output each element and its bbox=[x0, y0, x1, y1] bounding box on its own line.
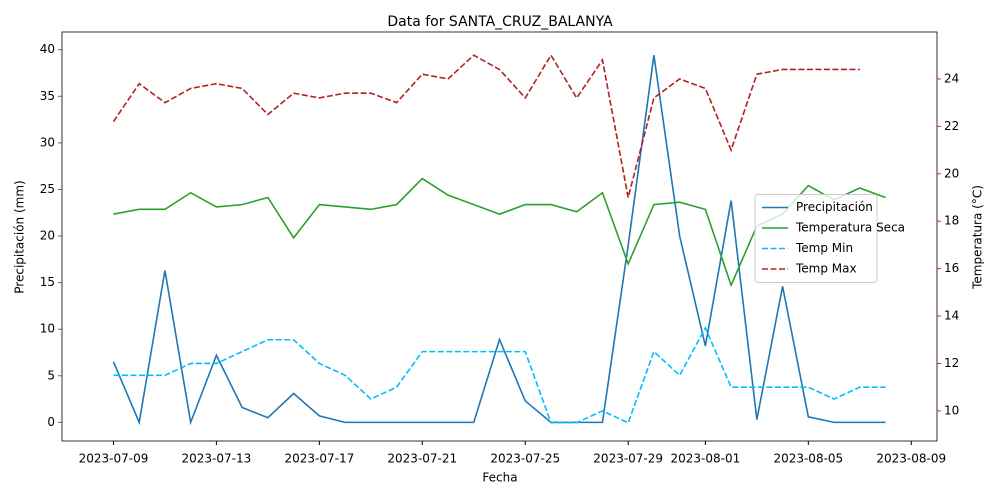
x-tick-label: 2023-07-21 bbox=[387, 452, 457, 466]
y2-axis-label: Temperatura (°C) bbox=[971, 185, 985, 290]
y-tick-label: 35 bbox=[40, 89, 55, 103]
y2-tick-label: 16 bbox=[944, 261, 959, 275]
y-tick-label: 30 bbox=[40, 135, 55, 149]
y-tick-label: 0 bbox=[47, 415, 55, 429]
x-axis-label: Fecha bbox=[482, 471, 517, 485]
x-tick-label: 2023-08-05 bbox=[773, 452, 843, 466]
y2-tick-label: 10 bbox=[944, 403, 959, 417]
y2-tick-label: 14 bbox=[944, 309, 959, 323]
legend-label: Temperatura Seca bbox=[795, 221, 905, 235]
y-tick-label: 5 bbox=[47, 368, 55, 382]
y2-tick-label: 22 bbox=[944, 119, 959, 133]
x-tick-label: 2023-07-13 bbox=[182, 452, 252, 466]
x-tick-label: 2023-07-17 bbox=[284, 452, 354, 466]
legend: Precipitación Temperatura Seca Temp Min Tem… bbox=[754, 194, 905, 283]
x-tick-label: 2023-07-25 bbox=[490, 452, 560, 466]
y2-tick-label: 12 bbox=[944, 356, 959, 370]
y2-tick-label: 24 bbox=[944, 71, 959, 85]
x-tick-label: 2023-08-01 bbox=[671, 452, 741, 466]
y-tick-label: 15 bbox=[40, 275, 55, 289]
y2-tick-label: 20 bbox=[944, 166, 959, 180]
y-axis-label: Precipitación (mm) bbox=[13, 180, 27, 293]
x-tick-label: 2023-08-09 bbox=[876, 452, 946, 466]
x-tick-label: 2023-07-29 bbox=[593, 452, 663, 466]
chart-title: Data for SANTA_CRUZ_BALANYA bbox=[387, 14, 613, 30]
series-line bbox=[112, 55, 886, 426]
legend-label: Temp Min bbox=[795, 241, 853, 255]
series-line bbox=[113, 326, 886, 424]
legend-label: Precipitación bbox=[796, 200, 873, 214]
series-line bbox=[112, 53, 860, 198]
legend-label: Temp Max bbox=[795, 262, 857, 276]
legend-box bbox=[754, 194, 878, 283]
y-tick-label: 20 bbox=[40, 229, 55, 243]
y2-tick-label: 18 bbox=[944, 214, 959, 228]
y-tick-label: 40 bbox=[40, 42, 55, 56]
y-tick-label: 25 bbox=[40, 182, 55, 196]
y-tick-label: 10 bbox=[40, 322, 55, 336]
x-tick-label: 2023-07-09 bbox=[79, 452, 149, 466]
